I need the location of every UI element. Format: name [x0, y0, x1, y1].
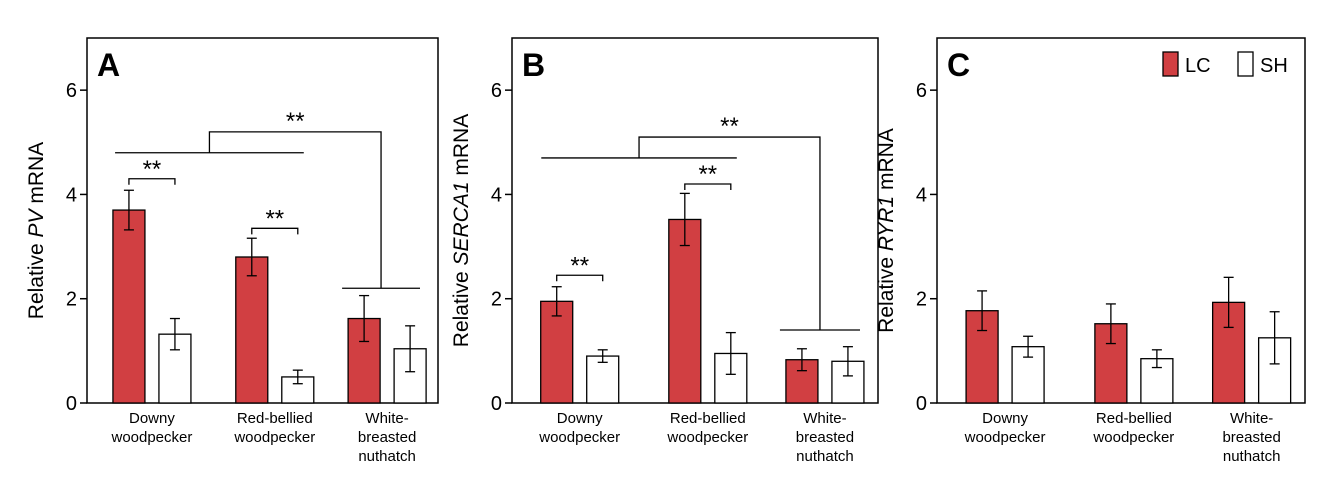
y-axis-label-suffix: mRNA: [450, 114, 473, 182]
category-label-line: White-: [365, 410, 408, 427]
bar-sh: [586, 355, 620, 404]
y-tick-label: 0: [491, 393, 502, 415]
category-label-line: woodpecker: [233, 429, 315, 446]
category-label-line: woodpecker: [666, 429, 748, 446]
y-axis-label-prefix: Relative: [875, 251, 898, 333]
y-tick-label: 2: [66, 289, 77, 311]
significance-label: **: [720, 113, 739, 140]
category-label: Downy woodpecker: [964, 410, 1046, 446]
significance-label: **: [698, 161, 717, 188]
significance-bracket-groups: [638, 136, 821, 330]
y-tick-label: 4: [66, 184, 77, 206]
category-label: White-breasted nuthatch: [358, 410, 416, 465]
legend: LC SH: [1162, 51, 1288, 77]
y-tick-label: 4: [491, 184, 502, 206]
significance-bracket: [556, 274, 604, 282]
y-tick-label: 2: [491, 289, 502, 311]
category-label: White-breasted nuthatch: [1222, 410, 1280, 465]
significance-bracket: [128, 178, 176, 185]
category-label-line: woodpecker: [964, 429, 1046, 446]
category-label: Red-bellied woodpecker: [666, 410, 748, 446]
category-label-line: Red-bellied: [1096, 410, 1172, 427]
bar-lc: [112, 209, 146, 404]
significance-label: **: [570, 252, 589, 279]
category-label-line: nuthatch: [358, 448, 416, 465]
y-tick-label: 6: [491, 80, 502, 102]
category-label-line: nuthatch: [796, 448, 854, 465]
legend-label-lc: LC: [1185, 55, 1211, 77]
panel-letter: B: [522, 47, 545, 83]
category-label-line: Downy: [982, 410, 1028, 427]
y-axis-label: Relative RYR1 mRNA: [875, 128, 898, 333]
category-label: Downy woodpecker: [538, 410, 620, 446]
significance-label: **: [143, 156, 162, 183]
category-label-line: White-: [803, 410, 846, 427]
y-tick-label: 6: [916, 80, 927, 102]
bar-lc: [540, 300, 574, 404]
category-label-line: woodpecker: [110, 429, 192, 446]
category-label: Red-bellied woodpecker: [233, 410, 315, 446]
significance-label: **: [265, 205, 284, 232]
y-tick-label: 0: [916, 393, 927, 415]
bar-lc: [235, 256, 269, 404]
significance-bracket-groups: [208, 131, 382, 289]
bar-sh: [831, 360, 865, 404]
legend-swatch-sh: [1237, 51, 1254, 77]
y-axis-label-suffix: mRNA: [875, 128, 898, 196]
category-label-line: nuthatch: [1223, 448, 1281, 465]
category-label: White-breasted nuthatch: [796, 410, 854, 465]
y-axis-label-gene: RYR1: [875, 196, 898, 251]
y-tick-label: 6: [66, 80, 77, 102]
y-axis-label-prefix: Relative: [450, 266, 473, 348]
category-label: Downy woodpecker: [110, 410, 192, 446]
category-label-line: woodpecker: [1092, 429, 1174, 446]
y-axis-label: Relative SERCA1 mRNA: [450, 114, 473, 347]
panel-letter: C: [947, 47, 970, 83]
y-tick-label: 0: [66, 393, 77, 415]
y-tick-label: 2: [916, 289, 927, 311]
category-label-line: Red-bellied: [670, 410, 746, 427]
category-label-line: Downy: [129, 410, 175, 427]
y-axis-label-gene: SERCA1: [450, 181, 473, 265]
category-label-line: breasted: [796, 429, 854, 446]
category-label-line: breasted: [358, 429, 416, 446]
category-label-line: Downy: [557, 410, 603, 427]
category-label: Red-bellied woodpecker: [1092, 410, 1174, 446]
significance-bracket: [684, 183, 732, 190]
significance-label: **: [286, 108, 305, 135]
bar-lc: [668, 218, 702, 404]
category-label-line: breasted: [1222, 429, 1280, 446]
bar-lc: [965, 310, 999, 404]
significance-bracket: [251, 227, 299, 235]
category-label-line: White-: [1230, 410, 1273, 427]
bar-sh: [1011, 346, 1045, 404]
bar-sh: [281, 376, 315, 404]
legend-label-sh: SH: [1260, 55, 1288, 77]
y-axis-label: Relative PV mRNA: [25, 142, 48, 319]
y-axis-label-suffix: mRNA: [25, 142, 48, 210]
y-axis-label-gene: PV: [25, 207, 48, 237]
panel-letter: A: [97, 47, 120, 83]
legend-swatch-lc: [1162, 51, 1179, 77]
category-label-line: Red-bellied: [237, 410, 313, 427]
y-axis-label-prefix: Relative: [25, 237, 48, 319]
y-tick-label: 4: [916, 184, 927, 206]
panel-B: 0 2 4 6 Relative SERCA1 mRNA B Downy woodpecker…: [450, 37, 879, 465]
category-label-line: woodpecker: [538, 429, 620, 446]
